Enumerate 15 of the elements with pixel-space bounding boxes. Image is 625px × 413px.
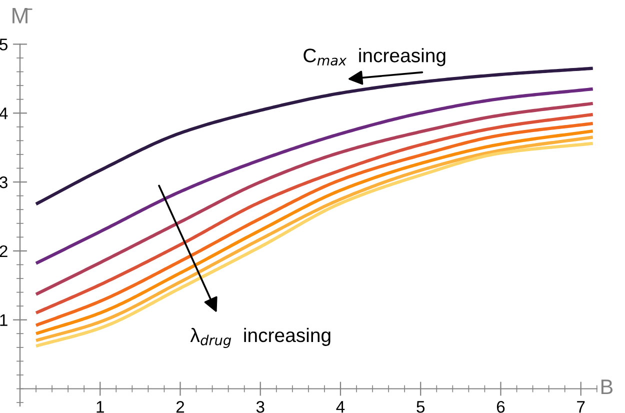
y-axis-title: M̄ [12, 8, 32, 24]
x-tick-label: 4 [336, 401, 345, 413]
x-axis-title: B [601, 380, 613, 394]
x-tick-label: 5 [416, 401, 425, 413]
x-tick-label: 7 [577, 401, 585, 413]
y-tick-label: 5 [0, 38, 8, 50]
x-tick-label: 1 [96, 401, 104, 413]
x-tick-label: 3 [256, 400, 264, 413]
y-tick-label: 1 [0, 314, 8, 326]
annotation: λ$_{drug}$ increasing [190, 328, 330, 348]
annotation: C$_{max}$ increasing [304, 48, 446, 66]
y-tick-label: 3 [0, 176, 8, 188]
x-tick-label: 6 [496, 400, 505, 413]
x-tick-label: 2 [176, 400, 184, 413]
y-tick-label: 2 [0, 245, 8, 257]
